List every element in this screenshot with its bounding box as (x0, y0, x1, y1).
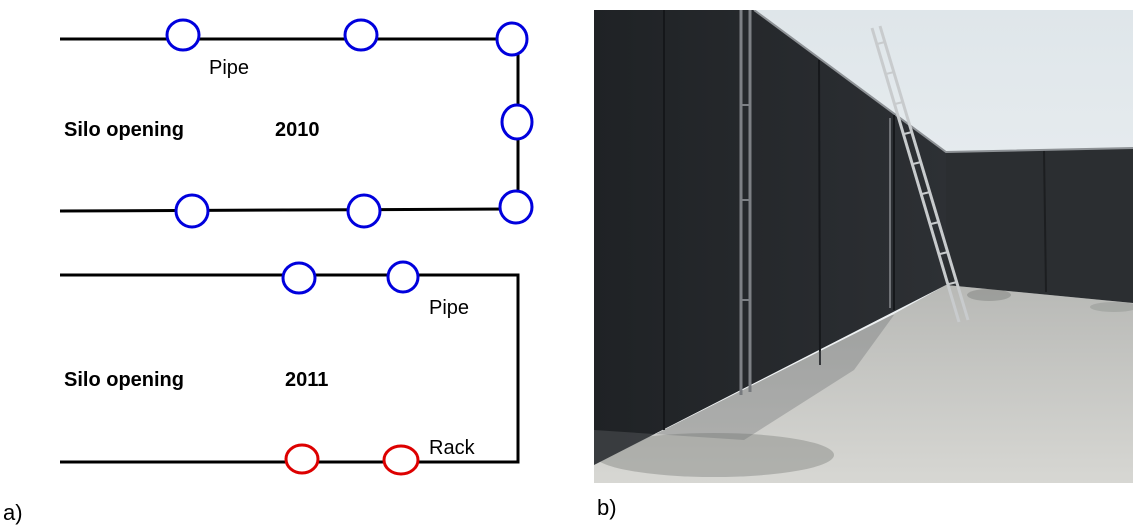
pipe-marker (386, 260, 420, 294)
pipe-label-2010: Pipe (209, 57, 249, 79)
wet-patch (967, 289, 1011, 301)
silo-2010-pipes (165, 18, 534, 229)
rack-label-2011: Rack (429, 437, 476, 459)
pipe-marker (281, 261, 317, 295)
silo-2011-title: Silo opening (64, 369, 184, 391)
silo-2011-pipes (281, 260, 420, 295)
silo-2010-title: Silo opening (64, 119, 184, 141)
pipe-marker (343, 18, 379, 52)
silo-photo (594, 10, 1133, 483)
wet-patch (594, 433, 834, 477)
ladder (870, 25, 970, 323)
pipe-marker (498, 189, 534, 225)
wall-seam (1043, 149, 1047, 293)
wall-seam (818, 59, 821, 366)
wet-patch (1090, 302, 1133, 312)
pipe-marker (495, 21, 529, 57)
panel-a-tag: a) (3, 500, 23, 525)
pipe-marker (346, 193, 382, 229)
back-wall (946, 148, 1133, 303)
silo-2011-year: 2011 (285, 369, 328, 391)
silo-2011-racks (284, 443, 420, 476)
rack-marker (382, 444, 420, 476)
panel-b-tag: b) (597, 495, 617, 520)
wall-rail (739, 10, 752, 395)
pipe-marker (165, 18, 201, 52)
silo-diagram: Pipe Silo opening 2010 Pipe Silo opening… (3, 18, 534, 525)
silo-photo-image (594, 10, 1133, 483)
pipe-marker (500, 103, 534, 141)
pipe-marker (174, 193, 210, 229)
pipe-label-2011: Pipe (429, 297, 469, 319)
wall-top-edge (753, 10, 1133, 154)
left-wall (594, 10, 946, 465)
silo-2010-year: 2010 (275, 119, 320, 141)
rack-marker (284, 443, 320, 475)
wall-scuff (594, 315, 894, 465)
